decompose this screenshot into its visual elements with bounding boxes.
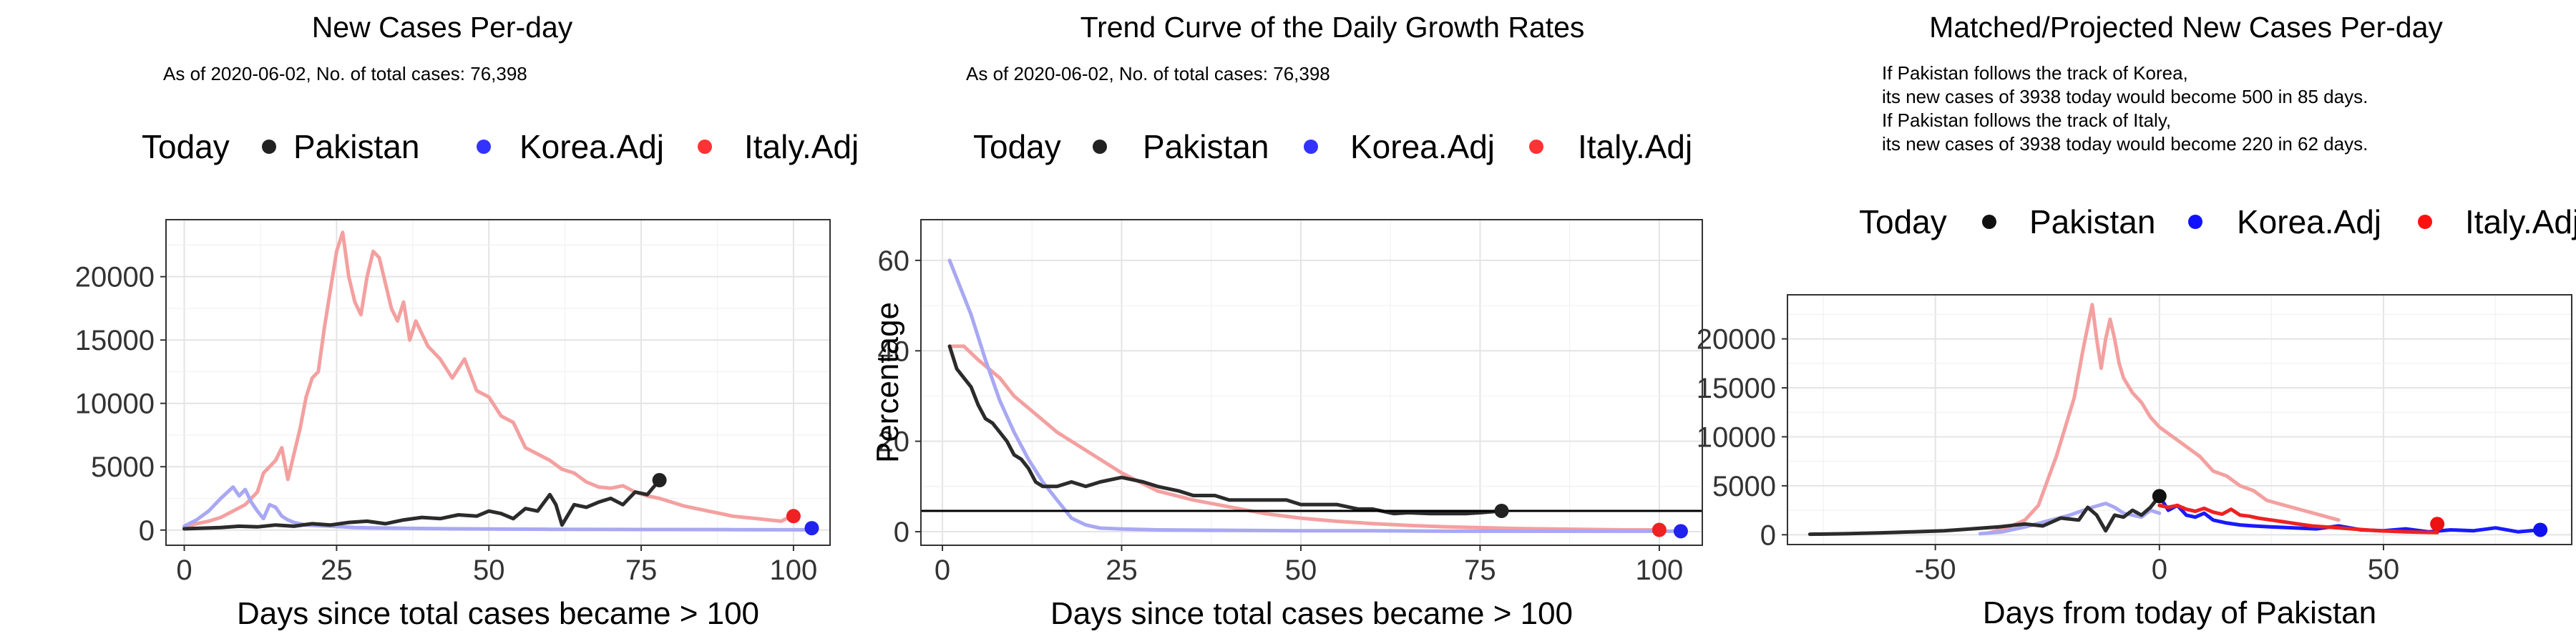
legend-title: Today xyxy=(973,128,1061,165)
series-line xyxy=(1978,502,2162,536)
chart-1: New Cases Per-day As of 2020-06-02, No. o… xyxy=(75,11,859,631)
legend-marker xyxy=(2188,215,2202,229)
legend-label: Pakistan xyxy=(1143,128,1269,165)
today-point xyxy=(1673,524,1688,539)
today-point xyxy=(2152,489,2167,504)
x-tick-label: 75 xyxy=(1464,555,1496,586)
y-tick-label: 0 xyxy=(1760,519,1776,551)
x-axis-label: Days since total cases became > 100 xyxy=(237,596,759,631)
chart-subtitle-line: As of 2020-06-02, No. of total cases: 76… xyxy=(966,63,1330,84)
chart-3: Matched/Projected New Cases Per-day If Pa… xyxy=(1697,11,2576,630)
chart-title: Matched/Projected New Cases Per-day xyxy=(1929,11,2443,44)
legend-marker xyxy=(1304,140,1318,154)
chart-subtitle-line: If Pakistan follows the track of Italy, xyxy=(1882,109,2171,131)
legend-label: Korea.Adj xyxy=(519,128,664,165)
y-tick-label: 20000 xyxy=(1697,324,1776,356)
plot-border xyxy=(165,219,831,546)
x-tick-label: -50 xyxy=(1915,554,1956,585)
series-line xyxy=(1807,494,2162,537)
today-point xyxy=(652,473,667,488)
chart-2: Trend Curve of the Daily Growth Rates As … xyxy=(870,11,1703,631)
x-axis-label: Days from today of Pakistan xyxy=(1983,595,2376,630)
legend-marker xyxy=(1529,140,1543,154)
x-tick-label: 0 xyxy=(935,555,950,586)
x-tick-label: 0 xyxy=(2152,554,2167,585)
axes: -50 0 50 0 5000 10000 15000 20000 xyxy=(1697,324,2399,585)
series-group xyxy=(182,230,814,532)
legend-label: Pakistan xyxy=(2029,203,2155,240)
y-axis-label: Percentage xyxy=(870,302,905,463)
legend: Today Pakistan Korea.Adj Italy.Adj xyxy=(142,128,859,165)
y-tick-label: 0 xyxy=(894,517,909,548)
legend-marker xyxy=(2418,215,2432,229)
y-tick-label: 10000 xyxy=(1697,421,1776,453)
legend-marker xyxy=(1093,140,1107,154)
today-point xyxy=(1494,503,1509,518)
plot-border xyxy=(1787,294,2572,545)
chart-subtitle-line: its new cases of 3938 today would become… xyxy=(1882,133,2368,155)
chart-subtitle-line: If Pakistan follows the track of Korea, xyxy=(1882,62,2188,84)
series-line xyxy=(182,478,662,531)
y-tick-label: 20 xyxy=(878,426,910,458)
chart-subtitle-line: As of 2020-06-02, No. of total cases: 76… xyxy=(163,63,527,84)
x-tick-label: 25 xyxy=(321,555,353,586)
chart-subtitle-line: its new cases of 3938 today would become… xyxy=(1882,86,2368,107)
series-line xyxy=(2157,494,2542,534)
series-line xyxy=(947,258,1683,533)
x-tick-label: 100 xyxy=(770,555,818,586)
legend: Today Pakistan Korea.Adj Italy.Adj xyxy=(973,128,1692,165)
x-tick-label: 75 xyxy=(625,555,658,586)
y-tick-label: 5000 xyxy=(1712,471,1776,502)
today-point xyxy=(804,521,819,536)
plot-border xyxy=(920,219,1703,546)
y-tick-label: 60 xyxy=(878,245,910,277)
legend: Today Pakistan Korea.Adj Italy.Adj xyxy=(1859,203,2576,240)
x-tick-label: 0 xyxy=(176,555,192,586)
legend-label: Italy.Adj xyxy=(2465,203,2576,240)
today-point xyxy=(786,509,801,524)
plot-panel xyxy=(1787,295,2572,545)
legend-label: Korea.Adj xyxy=(2237,203,2381,240)
chart-title: Trend Curve of the Daily Growth Rates xyxy=(1080,11,1585,44)
x-tick-label: 50 xyxy=(1285,555,1317,586)
axes: 0 25 50 75 100 0 5000 10000 15000 20000 xyxy=(75,262,818,586)
legend-title: Today xyxy=(142,128,230,165)
legend-marker xyxy=(477,140,491,154)
plot-panel xyxy=(921,220,1702,545)
gridlines xyxy=(166,220,830,545)
plot-panel xyxy=(166,220,830,545)
today-point xyxy=(2533,522,2548,537)
y-tick-label: 40 xyxy=(878,336,910,367)
series-line xyxy=(182,230,796,530)
x-tick-label: 50 xyxy=(2368,554,2400,585)
series-group xyxy=(1807,303,2542,537)
x-tick-label: 100 xyxy=(1636,555,1684,586)
legend-label: Italy.Adj xyxy=(1578,128,1692,165)
legend-label: Pakistan xyxy=(293,128,419,165)
y-tick-label: 15000 xyxy=(1697,373,1776,404)
y-tick-label: 5000 xyxy=(91,452,155,483)
series-line xyxy=(1987,303,2341,535)
today-point xyxy=(1652,522,1667,537)
axes: 0 25 50 75 100 0 20 40 60 xyxy=(878,245,1684,586)
series-line xyxy=(2157,503,2439,535)
legend-label: Korea.Adj xyxy=(1350,128,1495,165)
today-point xyxy=(2430,517,2445,532)
legend-marker xyxy=(1982,215,1996,229)
legend-label: Italy.Adj xyxy=(744,128,859,165)
y-tick-label: 20000 xyxy=(75,262,155,293)
x-axis-label: Days since total cases became > 100 xyxy=(1050,596,1573,631)
x-tick-label: 25 xyxy=(1106,555,1138,586)
y-tick-label: 10000 xyxy=(75,389,155,420)
y-tick-label: 0 xyxy=(139,515,155,547)
y-tick-label: 15000 xyxy=(75,325,155,356)
legend-marker xyxy=(698,140,712,154)
chart-title: New Cases Per-day xyxy=(312,11,573,44)
legend-title: Today xyxy=(1859,203,1947,240)
x-tick-label: 50 xyxy=(473,555,505,586)
legend-marker xyxy=(262,140,276,154)
